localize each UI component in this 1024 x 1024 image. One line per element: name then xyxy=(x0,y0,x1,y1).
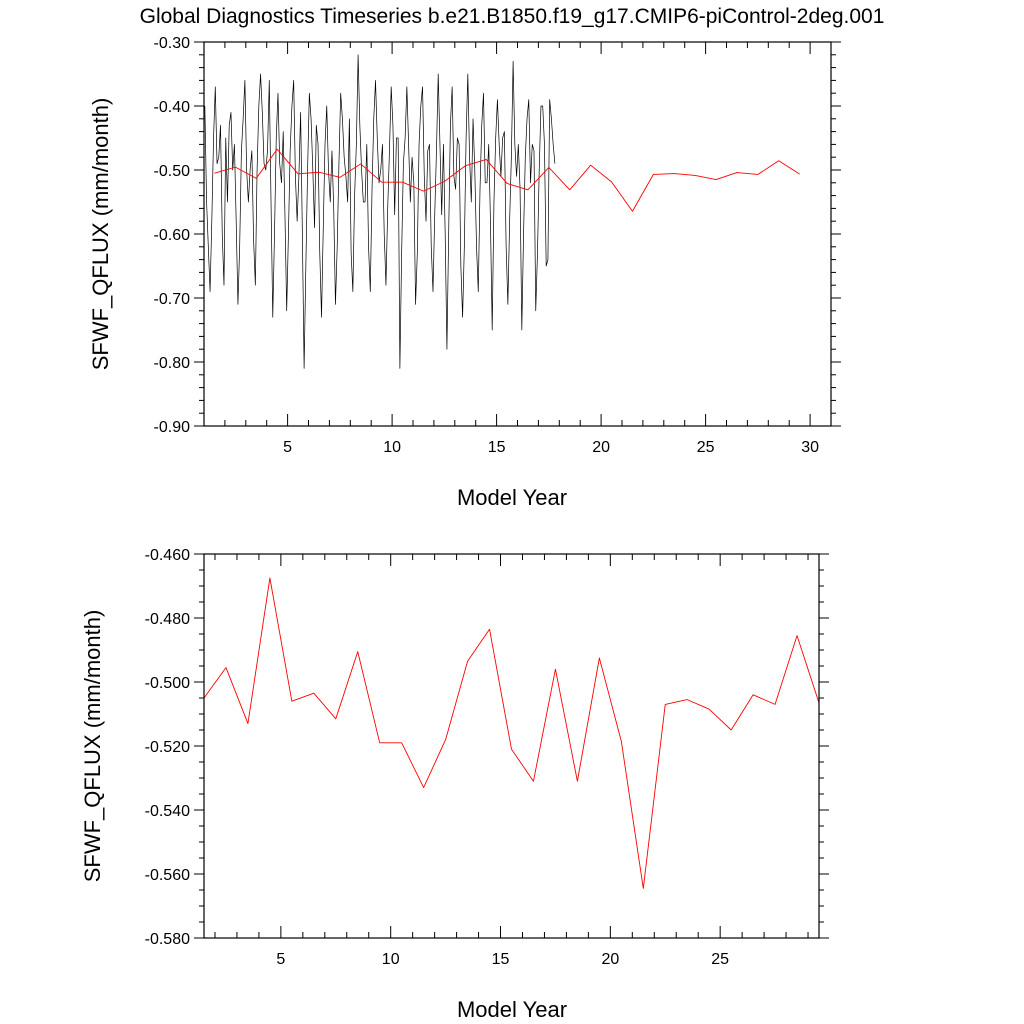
bottom-y-tick-label: -0.540 xyxy=(145,803,190,820)
top-x-tick-label: 30 xyxy=(801,439,819,456)
bottom-plot-frame xyxy=(203,553,820,939)
top-plot-frame xyxy=(203,41,832,427)
bottom-x-tick-label: 20 xyxy=(601,951,619,968)
bottom-y-axis-title: SFWF_QFLUX (mm/month) xyxy=(80,610,105,883)
top-x-tick-label: 5 xyxy=(283,439,292,456)
top-monthly-line xyxy=(204,54,556,369)
top-x-tick-label: 20 xyxy=(592,439,610,456)
bottom-series-group xyxy=(204,577,819,889)
top-x-axis-title: Model Year xyxy=(457,485,567,510)
top-series-group xyxy=(204,54,800,369)
bottom-annual-mean-line xyxy=(204,577,819,889)
bottom-y-tick-label: -0.580 xyxy=(145,931,190,948)
top-x-tick-label: 15 xyxy=(488,439,506,456)
bottom-x-tick-label: 5 xyxy=(276,951,285,968)
top-y-axis-title: SFWF_QFLUX (mm/month) xyxy=(88,98,113,371)
bottom-y-tick-label: -0.520 xyxy=(145,739,190,756)
bottom-y-tick-label: -0.500 xyxy=(145,675,190,692)
bottom-x-tick-label: 10 xyxy=(382,951,400,968)
top-x-tick-label: 25 xyxy=(697,439,715,456)
top-y-tick-label: -0.70 xyxy=(154,291,191,308)
top-y-tick-label: -0.90 xyxy=(154,419,191,436)
top-x-tick-label: 10 xyxy=(383,439,401,456)
bottom-y-tick-label: -0.480 xyxy=(145,611,190,628)
top-y-tick-label: -0.50 xyxy=(154,163,191,180)
bottom-y-tick-label: -0.460 xyxy=(145,547,190,564)
bottom-x-tick-label: 15 xyxy=(492,951,510,968)
top-y-tick-label: -0.40 xyxy=(154,99,191,116)
top-y-tick-label: -0.30 xyxy=(154,35,191,52)
top-y-tick-label: -0.80 xyxy=(154,355,191,372)
bottom-x-tick-label: 25 xyxy=(711,951,729,968)
top-annual-mean-line xyxy=(214,148,800,212)
bottom-chart: Model Year SFWF_QFLUX (mm/month) 5 10 15 20… xyxy=(80,547,829,1022)
top-chart: Model Year SFWF_QFLUX (mm/month) 5 10 15 20… xyxy=(88,35,841,510)
bottom-x-axis-title: Model Year xyxy=(457,997,567,1022)
top-y-tick-label: -0.60 xyxy=(154,227,191,244)
figure-title: Global Diagnostics Timeseries b.e21.B185… xyxy=(140,5,885,28)
bottom-y-tick-label: -0.560 xyxy=(145,867,190,884)
